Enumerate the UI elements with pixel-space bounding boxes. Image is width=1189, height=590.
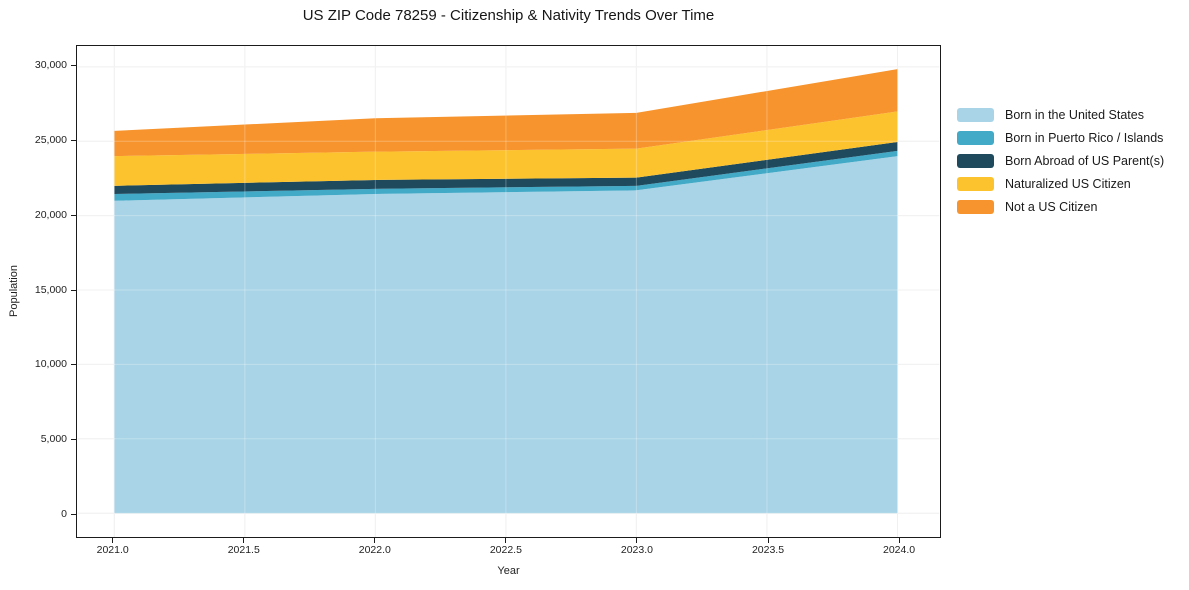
area-born-in-puerto-rico-islands: [114, 150, 898, 201]
x-tick-mark: [505, 538, 507, 543]
legend-item-born-in-the-united-states: Born in the United States: [957, 103, 1164, 126]
x-tick-label: 2021.0: [96, 544, 129, 556]
y-tick-label: 25,000: [34, 134, 67, 147]
legend-item-born-abroad-of-us-parent-s: Born Abroad of US Parent(s): [957, 149, 1164, 172]
y-tick-mark: [71, 65, 76, 67]
y-tick-label: 5,000: [40, 432, 67, 445]
y-tick-label: 10,000: [34, 358, 67, 371]
y-tick-label: 15,000: [34, 283, 67, 296]
x-tick-label: 2022.0: [358, 544, 391, 556]
x-tick-mark: [898, 538, 900, 543]
legend-label: Born in the United States: [1005, 107, 1144, 122]
x-tick-mark: [636, 538, 638, 543]
legend-swatch: [957, 200, 994, 215]
y-tick-label: 0: [61, 507, 67, 520]
y-tick-mark: [71, 289, 76, 291]
x-tick-mark: [767, 538, 769, 543]
legend-item-born-in-puerto-rico-islands: Born in Puerto Rico / Islands: [957, 126, 1164, 149]
y-tick-mark: [71, 214, 76, 216]
x-axis-label: Year: [497, 565, 520, 577]
y-tick-mark: [71, 513, 76, 515]
x-tick-mark: [374, 538, 376, 543]
legend-swatch: [957, 177, 994, 192]
x-tick-mark: [112, 538, 114, 543]
legend-label: Born Abroad of US Parent(s): [1005, 153, 1165, 168]
area-naturalized-us-citizen: [114, 111, 898, 186]
legend-label: Born in Puerto Rico / Islands: [1005, 130, 1164, 145]
stacked-area-svg: [77, 46, 940, 537]
y-tick-label: 30,000: [34, 59, 67, 72]
legend: Born in the United States Born in Puerto …: [957, 103, 1164, 219]
legend-item-not-a-us-citizen: Not a US Citizen: [957, 196, 1164, 219]
gridlines-over: [77, 46, 940, 537]
plot-area: [76, 45, 941, 538]
area-born-in-the-united-states: [114, 156, 898, 514]
x-tick-label: 2021.5: [227, 544, 260, 556]
legend-swatch: [957, 107, 994, 122]
area-born-abroad-of-us-parent-s: [114, 142, 898, 194]
x-tick-label: 2022.5: [489, 544, 522, 556]
legend-item-naturalized-us-citizen: Naturalized US Citizen: [957, 173, 1164, 196]
chart-title: US ZIP Code 78259 - Citizenship & Nativi…: [302, 7, 715, 24]
y-tick-mark: [71, 140, 76, 142]
y-tick-label: 20,000: [34, 208, 67, 221]
x-tick-label: 2024.0: [882, 544, 916, 556]
legend-swatch: [957, 130, 994, 145]
legend-swatch: [957, 153, 994, 168]
y-tick-mark: [71, 364, 76, 366]
x-tick-label: 2023.0: [620, 544, 653, 556]
y-tick-mark: [71, 438, 76, 440]
area-not-a-us-citizen: [114, 69, 898, 157]
legend-label: Not a US Citizen: [1005, 200, 1098, 215]
legend-label: Naturalized US Citizen: [1005, 177, 1131, 192]
x-tick-mark: [243, 538, 245, 543]
x-tick-label: 2023.5: [751, 544, 785, 556]
